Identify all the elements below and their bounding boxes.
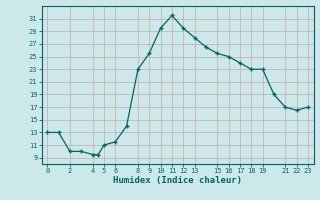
X-axis label: Humidex (Indice chaleur): Humidex (Indice chaleur) [113,176,242,185]
